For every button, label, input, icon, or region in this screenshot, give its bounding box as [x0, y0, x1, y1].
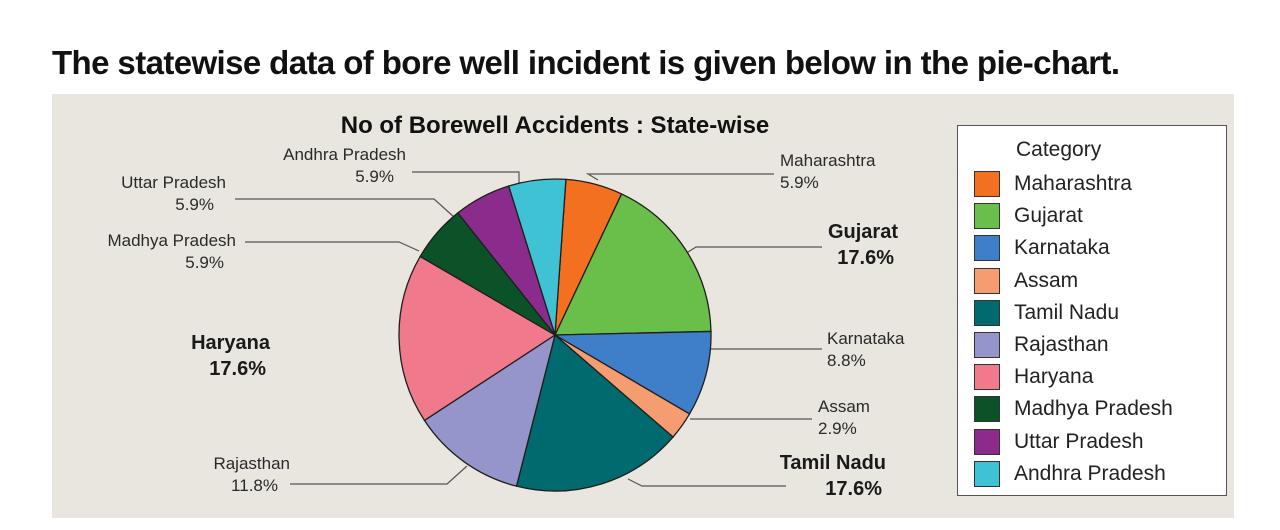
- leader-line-madhya-pradesh: [245, 241, 420, 252]
- pie-slice-andhra-pradesh: [507, 178, 567, 336]
- legend-swatch: [974, 364, 1000, 391]
- chart-panel: No of Borewell Accidents : State-wise Ma…: [52, 94, 1234, 518]
- leader-line-uttar-pradesh: [235, 198, 455, 218]
- legend-label: Tamil Nadu: [1014, 300, 1120, 324]
- leader-line-maharashtra: [585, 173, 774, 181]
- slice-label-uttar-pradesh: Uttar Pradesh 5.9%: [121, 173, 226, 214]
- slice-label-karnataka: Karnataka 8.8%: [827, 329, 905, 370]
- legend-label: Gujarat: [1014, 204, 1083, 228]
- slice-label-tamil-nadu: Tamil Nadu 17.6%: [780, 452, 886, 500]
- pie-chart: No of Borewell Accidents : State-wise Ma…: [107, 112, 905, 500]
- leader-line-andhra-pradesh: [412, 171, 520, 189]
- legend-title: Category: [1016, 138, 1102, 161]
- slice-label-andhra-pradesh: Andhra Pradesh 5.9%: [283, 145, 406, 186]
- legend-item-karnataka: Karnataka: [974, 234, 1110, 262]
- chart-title: No of Borewell Accidents : State-wise: [341, 112, 770, 139]
- legend-label: Andhra Pradesh: [1014, 461, 1166, 485]
- legend-item-haryana: Haryana: [974, 363, 1093, 391]
- legend-label: Uttar Pradesh: [1014, 429, 1144, 453]
- pie-slice-gujarat: [553, 193, 712, 336]
- page-heading: The statewise data of bore well incident…: [52, 44, 1120, 81]
- pie-slice-haryana: [398, 255, 557, 422]
- slice-label-rajasthan: Rajasthan 11.8%: [213, 454, 290, 495]
- legend-swatch: [974, 171, 1000, 197]
- legend-swatch: [974, 460, 1000, 487]
- slice-label-haryana: Haryana 17.6%: [191, 332, 271, 380]
- legend-item-gujarat: Gujarat: [974, 202, 1083, 230]
- slice-label-gujarat: Gujarat 17.6%: [828, 221, 898, 269]
- legend-item-tamil-nadu: Tamil Nadu: [974, 299, 1119, 327]
- slice-label-maharashtra: Maharashtra 5.9%: [780, 151, 876, 192]
- legend-label: Haryana: [1014, 365, 1094, 389]
- legend-item-maharashtra: Maharashtra: [974, 170, 1132, 198]
- legend-item-madhya-pradesh: Madhya Pradesh: [974, 395, 1173, 423]
- pie-slice-tamil-nadu: [515, 333, 674, 492]
- pie-slice-karnataka: [552, 330, 712, 415]
- legend-swatch: [974, 235, 1000, 262]
- legend-label: Assam: [1014, 268, 1079, 292]
- leader-line-gujarat: [684, 246, 822, 255]
- legend-label: Maharashtra: [1014, 172, 1132, 195]
- pie-slices: [398, 178, 712, 492]
- legend: Category Maharashtra Gujarat Karnataka Assa…: [957, 125, 1227, 496]
- leader-line-tamil-nadu: [627, 478, 786, 487]
- legend-item-assam: Assam: [974, 267, 1078, 295]
- legend-label: Madhya Pradesh: [1014, 397, 1173, 421]
- slice-labels: Maharashtra 5.9% Gujarat 17.6% Karnataka 8.8%…: [107, 145, 905, 500]
- legend-swatch: [974, 267, 1000, 294]
- legend-label: Karnataka: [1014, 236, 1110, 260]
- legend-label: Rajasthan: [1014, 333, 1109, 356]
- legend-swatch: [974, 396, 1000, 423]
- legend-swatch: [974, 332, 1000, 358]
- leader-line-rajasthan: [290, 465, 468, 485]
- legend-swatch: [974, 428, 1000, 455]
- legend-item-rajasthan: Rajasthan: [974, 331, 1109, 359]
- slice-label-assam: Assam 2.9%: [818, 397, 870, 438]
- slice-label-madhya-pradesh: Madhya Pradesh 5.9%: [107, 231, 236, 272]
- legend-item-uttar-pradesh: Uttar Pradesh: [974, 428, 1144, 456]
- legend-swatch: [974, 299, 1000, 326]
- legend-swatch: [974, 203, 1000, 230]
- legend-item-andhra-pradesh: Andhra Pradesh: [974, 460, 1166, 488]
- pie-slice-rajasthan: [423, 333, 557, 487]
